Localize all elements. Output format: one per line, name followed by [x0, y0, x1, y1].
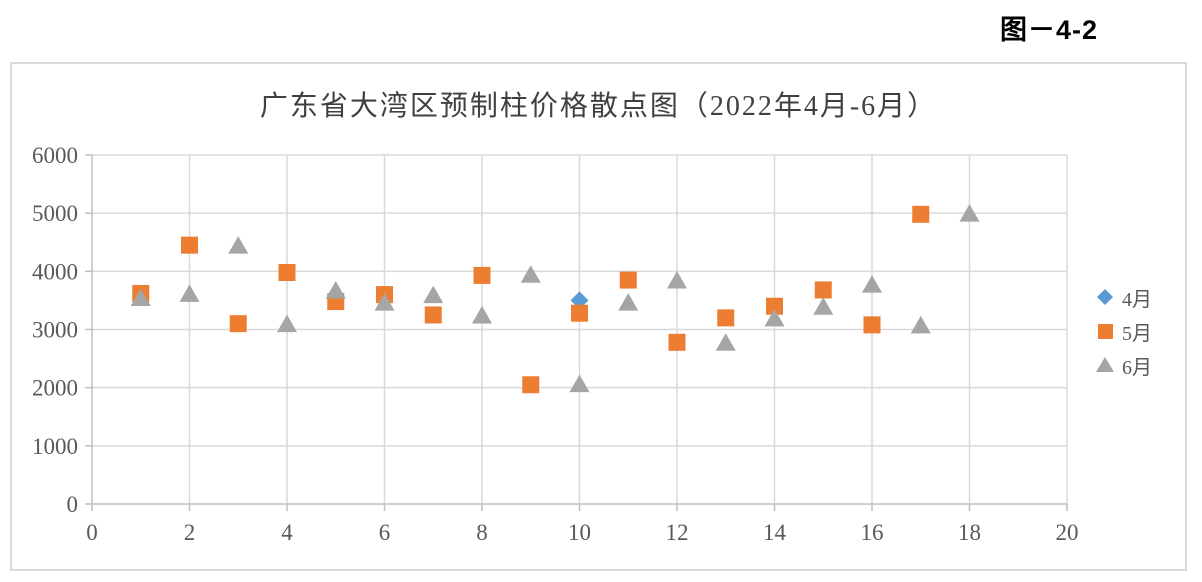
- marker-5月: [571, 304, 588, 322]
- x-tick-label: 10: [568, 520, 591, 545]
- marker-5月: [424, 306, 442, 324]
- legend-label-apr: 4月: [1122, 288, 1152, 311]
- square-icon: [1098, 324, 1113, 339]
- x-tick-label: 16: [861, 520, 884, 545]
- marker-6月: [569, 374, 590, 393]
- legend: 4月 5月 6月: [1095, 280, 1152, 382]
- chart-frame: 广东省大湾区预制柱价格散点图（2022年4月-6月） 0 1000 2000 3000…: [10, 62, 1187, 571]
- y-tick-label: 3000: [32, 318, 78, 343]
- marker-5月: [229, 315, 247, 333]
- y-tick-label: 5000: [32, 201, 78, 226]
- y-tick-label: 4000: [32, 259, 78, 284]
- marker-6月: [325, 280, 346, 299]
- marker-5月: [814, 281, 832, 299]
- marker-6月: [813, 297, 834, 315]
- x-tick-label: 14: [763, 520, 787, 545]
- x-tick-label: 20: [1056, 520, 1079, 545]
- marker-4月: [570, 291, 589, 310]
- y-tick-label: 1000: [32, 434, 78, 459]
- marker-6月: [423, 285, 444, 304]
- triangle-icon: [1096, 357, 1114, 372]
- marker-5月: [278, 263, 296, 281]
- marker-6月: [179, 284, 200, 302]
- marker-6月: [277, 314, 297, 333]
- marker-6月: [764, 308, 785, 327]
- marker-5月: [522, 376, 540, 394]
- y-tick-label: 6000: [32, 143, 78, 168]
- marker-6月: [374, 293, 395, 311]
- marker-5月: [619, 271, 637, 289]
- marker-5月: [766, 297, 783, 315]
- x-tick-label: 2: [184, 520, 196, 545]
- marker-5月: [473, 266, 491, 284]
- marker-6月: [130, 288, 151, 307]
- marker-5月: [181, 236, 198, 254]
- x-tick-label: 6: [379, 520, 391, 545]
- marker-6月: [520, 265, 541, 283]
- marker-5月: [717, 309, 735, 327]
- x-tick-label: 0: [86, 520, 98, 545]
- marker-5月: [863, 316, 881, 334]
- marker-5月: [668, 333, 686, 351]
- marker-6月: [862, 275, 882, 293]
- marker-6月: [910, 315, 931, 334]
- figure-label: 图－4-2: [1000, 15, 1099, 45]
- x-tick-label: 8: [476, 520, 488, 545]
- marker-5月: [912, 205, 930, 223]
- marker-6月: [472, 305, 492, 324]
- x-tick-label: 4: [281, 520, 293, 545]
- legend-item-apr: 4月: [1095, 280, 1152, 314]
- legend-label-may: 5月: [1122, 322, 1152, 345]
- legend-item-may: 5月: [1095, 314, 1152, 348]
- y-tick-label: 0: [67, 492, 79, 517]
- marker-6月: [715, 333, 736, 351]
- x-tick-label: 12: [666, 520, 689, 545]
- marker-6月: [959, 204, 980, 222]
- marker-6月: [667, 271, 687, 289]
- legend-item-jun: 6月: [1095, 348, 1152, 382]
- diamond-icon: [1097, 289, 1113, 305]
- chart-title: 广东省大湾区预制柱价格散点图（2022年4月-6月）: [259, 91, 938, 122]
- plot-area: 0 1000 2000 3000 4000 5000 6000 0 2 4 6 8 10 12 14 16 18…: [32, 143, 1079, 545]
- marker-6月: [228, 236, 249, 254]
- legend-label-jun: 6月: [1122, 356, 1152, 379]
- marker-6月: [618, 293, 639, 311]
- y-tick-label: 2000: [32, 376, 78, 401]
- x-tick-label: 18: [958, 520, 981, 545]
